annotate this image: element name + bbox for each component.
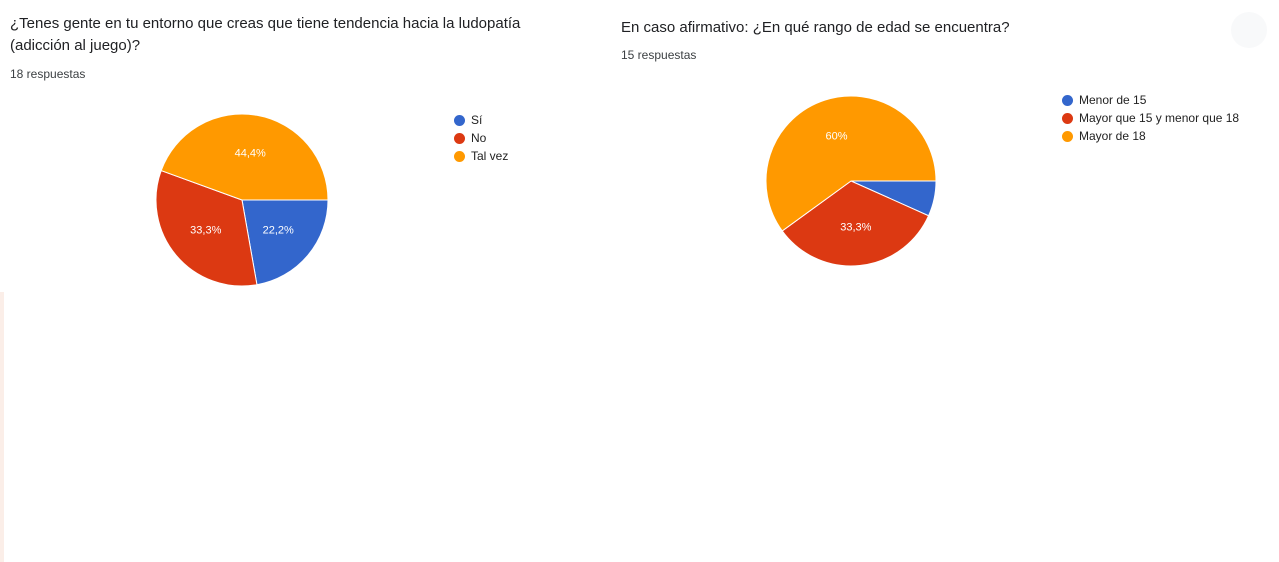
more-options-button[interactable] bbox=[1231, 12, 1267, 48]
legend-label: Sí bbox=[471, 113, 483, 127]
legend-item-mayor-de-18[interactable]: Mayor de 18 bbox=[1062, 127, 1239, 145]
legend-label: Mayor de 18 bbox=[1079, 129, 1146, 143]
legend-label: No bbox=[471, 131, 487, 145]
pie-slice-label-si: 22,2% bbox=[263, 224, 294, 236]
question-1-title: ¿Tenes gente en tu entorno que creas que… bbox=[10, 15, 521, 54]
question-1-legend: Sí No Tal vez bbox=[454, 111, 508, 165]
legend-item-no[interactable]: No bbox=[454, 129, 508, 147]
legend-item-menor-de-15[interactable]: Menor de 15 bbox=[1062, 91, 1239, 109]
legend-swatch bbox=[454, 150, 465, 162]
left-edge-strip bbox=[0, 292, 4, 562]
legend-label: Mayor que 15 y menor que 18 bbox=[1079, 111, 1240, 125]
pie-slice-label-no: 33,3% bbox=[190, 224, 221, 236]
legend-item-mayor-que-15-y-menor-que-18[interactable]: Mayor que 15 y menor que 18 bbox=[1062, 109, 1239, 127]
question-2-panel: En caso afirmativo: ¿En qué rango de eda… bbox=[610, 0, 1279, 300]
pie-slice-si[interactable] bbox=[241, 199, 329, 286]
legend-swatch bbox=[1062, 94, 1073, 106]
legend-item-si[interactable]: Sí bbox=[454, 111, 508, 129]
question-2-legend: Menor de 15 Mayor que 15 y menor que 18 Ma… bbox=[1062, 91, 1239, 145]
question-2-title: En caso afirmativo: ¿En qué rango de eda… bbox=[621, 19, 1010, 36]
legend-swatch bbox=[454, 132, 465, 144]
question-2-pie-chart: 33,3% 60% bbox=[765, 95, 937, 267]
legend-swatch bbox=[1062, 112, 1073, 124]
pie-slice-label-tal-vez: 44,4% bbox=[235, 147, 266, 159]
legend-label: Tal vez bbox=[471, 149, 509, 163]
pie-slice-no[interactable] bbox=[155, 169, 258, 287]
pie-slice-mayor-que-15-y-menor-que-18[interactable] bbox=[781, 180, 930, 267]
legend-swatch bbox=[454, 114, 465, 126]
pie-slice-tal-vez[interactable] bbox=[160, 113, 329, 201]
question-1-response-count: 18 respuestas bbox=[10, 67, 86, 81]
legend-label: Menor de 15 bbox=[1079, 93, 1147, 107]
question-1-pie-chart: 22,2% 33,3% 44,4% bbox=[155, 113, 329, 287]
pie-slice-label-mayor-de-18: 60% bbox=[826, 130, 848, 142]
question-1-panel: ¿Tenes gente en tu entorno que creas que… bbox=[0, 0, 610, 300]
legend-item-tal-vez[interactable]: Tal vez bbox=[454, 147, 508, 165]
pie-slice-mayor-de-18[interactable] bbox=[765, 95, 937, 232]
legend-swatch bbox=[1062, 130, 1073, 142]
question-2-response-count: 15 respuestas bbox=[621, 48, 697, 62]
pie-slice-label-mayor-que-15-y-menor-que-18: 33,3% bbox=[840, 221, 871, 233]
